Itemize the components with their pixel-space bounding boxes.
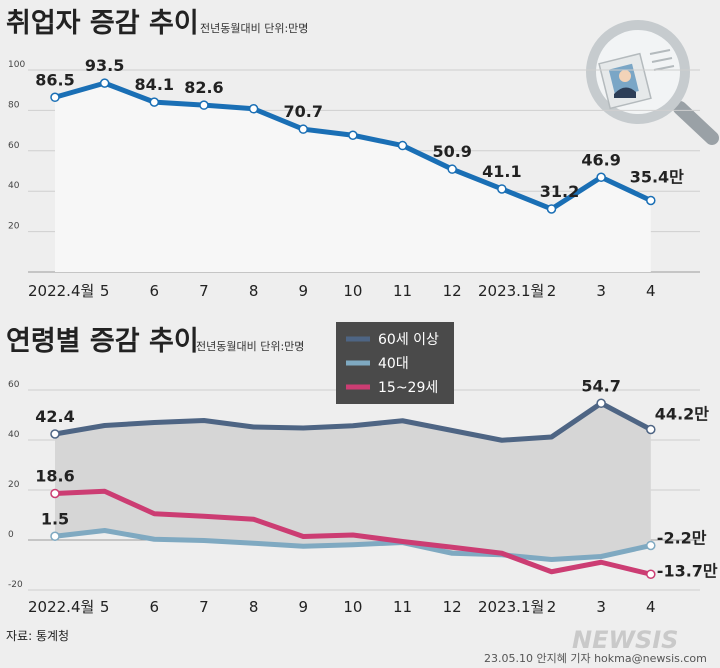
data-label: 44.2만 [655,405,709,424]
data-point [50,92,60,103]
series-line-60plus [54,400,652,443]
y-tick-label: 60 [8,380,20,390]
x-tick-label: 8 [249,598,259,616]
x-tick-label: 12 [443,598,462,616]
data-point [298,124,308,134]
data-point [497,184,507,194]
data-point [50,488,60,499]
chart1-total-employment: 20 40 60 80 100 2022.4월 5 6 7 8 9 10 11 12 2023.1월 2 3 4… [8,56,700,300]
series-area-total [55,83,651,272]
y-tick-label: 20 [8,222,20,232]
data-label: 46.9 [581,150,620,169]
x-tick-label: 2022.4월 [28,282,94,300]
data-point [348,130,358,140]
data-point [447,164,457,174]
series-line-40s [54,528,652,562]
x-tick-label: 10 [343,598,362,616]
data-label: 18.6 [35,467,74,486]
data-label: 41.1 [482,162,521,181]
x-tick-label: 8 [249,282,259,300]
y-tick-label: 40 [8,430,20,440]
x-tick-label: 2023.1월 [478,598,544,616]
x-tick-label: 5 [100,598,110,616]
x-tick-label: 4 [646,282,656,300]
credit-line: 23.05.10 안지혜 기자 hokma@newsis.com [484,652,707,665]
x-tick-label: 2023.1월 [478,282,544,300]
chart2-title: 연령별 증감 추이 [6,326,199,357]
newsis-logo: NEWSIS [572,626,678,654]
x-tick-label: 7 [199,282,209,300]
y-tick-label: 80 [8,100,20,110]
x-tick-label: 3 [596,282,606,300]
data-label: 50.9 [432,142,471,161]
data-label: 84.1 [135,75,174,94]
chart2-legend: 60세 이상 40대 15~29세 [336,322,454,404]
x-tick-label: 2 [547,598,557,616]
x-tick-label: 9 [298,598,308,616]
legend-label: 15~29세 [378,380,438,396]
data-point [99,78,110,88]
x-tick-label: 6 [150,282,160,300]
data-point [596,398,606,408]
x-tick-label: 6 [150,598,160,616]
x-tick-label: 2 [547,282,557,300]
magnifier-icon [586,20,719,145]
x-tick-label: 4 [646,598,656,616]
data-point [646,569,656,579]
y-tick-label: -20 [8,580,23,590]
data-label: 31.2 [540,182,579,201]
y-tick-label: 0 [8,530,14,540]
data-point [646,195,656,206]
source-note: 자료: 통계청 [6,629,69,643]
series-line-15-29 [54,488,652,577]
data-point [646,540,656,551]
data-point [596,172,606,183]
data-label: -2.2만 [657,529,707,548]
y-tick-label: 40 [8,181,20,191]
data-point [199,100,209,110]
data-label: 1.5 [41,509,69,528]
x-tick-label: 3 [596,598,606,616]
data-point [397,140,408,151]
y-tick-label: 100 [8,60,25,70]
legend-label: 60세 이상 [378,332,439,348]
data-label: 93.5 [85,56,124,75]
data-label: -13.7만 [657,561,718,580]
data-point [50,429,60,439]
data-point [149,97,160,107]
x-tick-label: 5 [100,282,110,300]
data-label: 54.7 [581,376,620,395]
x-tick-label: 11 [393,282,412,300]
x-tick-label: 11 [393,598,412,616]
x-tick-label: 10 [343,282,362,300]
data-point [50,531,60,541]
data-label: 42.4 [35,407,74,426]
chart1-subtitle: 전년동월대비 단위:만명 [200,22,308,35]
data-label: 35.4만 [630,167,684,186]
data-label: 86.5 [35,70,74,89]
y-tick-label: 60 [8,141,20,151]
x-tick-label: 7 [199,598,209,616]
data-point [546,204,557,214]
data-label: 82.6 [184,78,223,97]
data-point [248,104,259,114]
data-label: 70.7 [284,102,323,121]
chart2-subtitle: 전년동월대비 단위:만명 [196,340,304,353]
x-tick-label: 12 [443,282,462,300]
x-tick-label: 2022.4월 [28,598,94,616]
x-tick-label: 9 [298,282,308,300]
chart1-title: 취업자 증감 추이 [6,8,199,39]
y-tick-label: 20 [8,480,20,490]
legend-label: 40대 [378,356,409,372]
data-point [646,424,656,435]
